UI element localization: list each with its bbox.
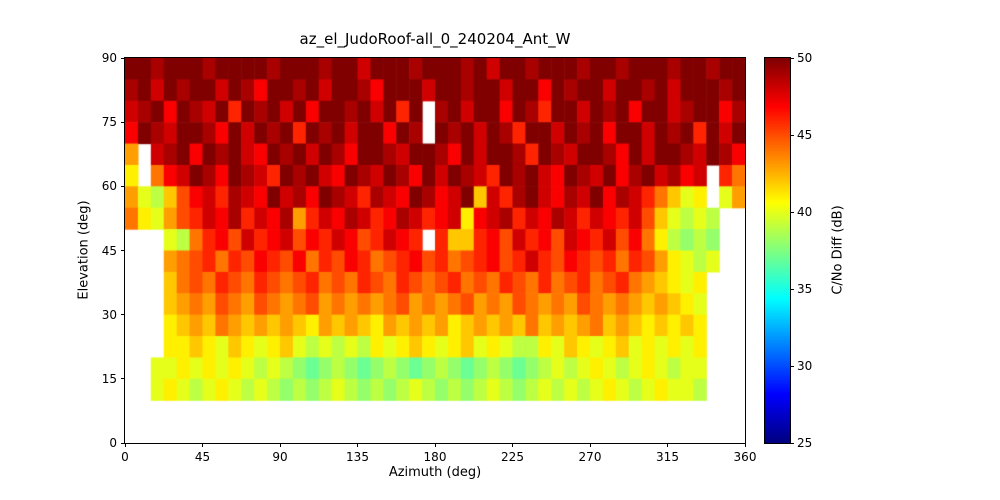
heatmap-canvas <box>125 58 745 443</box>
y-tick-mark <box>121 185 125 187</box>
y-tick-mark <box>121 121 125 123</box>
x-tick-mark <box>202 443 203 447</box>
x-tick-mark <box>357 443 358 447</box>
colorbar-tick-label: 30 <box>797 359 813 373</box>
x-tick-mark <box>512 443 513 447</box>
x-tick-mark <box>589 443 591 447</box>
colorbar-tick-mark <box>790 57 794 59</box>
colorbar-canvas <box>765 58 790 443</box>
colorbar-label: C/No Diff (dB) <box>830 205 846 295</box>
x-tick-mark <box>124 443 126 447</box>
x-tick-mark <box>744 443 746 447</box>
chart-title: az_el_JudoRoof-all_0_240204_Ant_W <box>299 30 571 48</box>
x-tick-label: 0 <box>121 450 129 464</box>
x-tick-mark <box>279 443 281 447</box>
colorbar-tick-mark <box>790 365 794 367</box>
y-tick-mark <box>121 57 125 59</box>
colorbar-tick-mark <box>790 442 794 444</box>
colorbar-tick-label: 35 <box>797 282 813 296</box>
colorbar-tick-label: 45 <box>797 128 813 142</box>
y-tick-label: 30 <box>101 307 117 322</box>
colorbar-tick-label: 40 <box>797 205 813 219</box>
colorbar-tick-label: 50 <box>797 51 813 65</box>
x-tick-mark <box>434 443 436 447</box>
x-axis-label: Azimuth (deg) <box>388 465 482 480</box>
y-tick-mark <box>121 314 125 316</box>
x-tick-label: 360 <box>733 450 757 464</box>
x-tick-label: 225 <box>501 450 524 464</box>
y-tick-label: 60 <box>101 179 117 194</box>
y-tick-mark <box>121 378 125 380</box>
plot-frame <box>124 57 746 444</box>
colorbar-tick-label: 25 <box>797 436 813 450</box>
y-tick-mark <box>121 250 125 251</box>
x-tick-label: 90 <box>272 450 288 464</box>
x-tick-label: 45 <box>194 450 211 464</box>
y-tick-label: 45 <box>101 243 117 258</box>
y-tick-label: 90 <box>101 51 117 65</box>
y-tick-label: 15 <box>101 371 117 386</box>
x-tick-label: 135 <box>346 450 369 464</box>
y-tick-mark <box>121 442 125 444</box>
colorbar-frame <box>764 57 791 444</box>
x-tick-label: 180 <box>423 450 447 464</box>
colorbar-tick-mark <box>790 134 794 136</box>
x-tick-label: 315 <box>656 450 679 464</box>
colorbar-tick-mark <box>790 288 794 290</box>
x-tick-label: 270 <box>578 450 602 464</box>
x-tick-mark <box>667 443 668 447</box>
colorbar-tick-mark <box>790 211 794 213</box>
y-tick-label: 75 <box>101 115 117 130</box>
y-tick-label: 0 <box>109 436 117 450</box>
